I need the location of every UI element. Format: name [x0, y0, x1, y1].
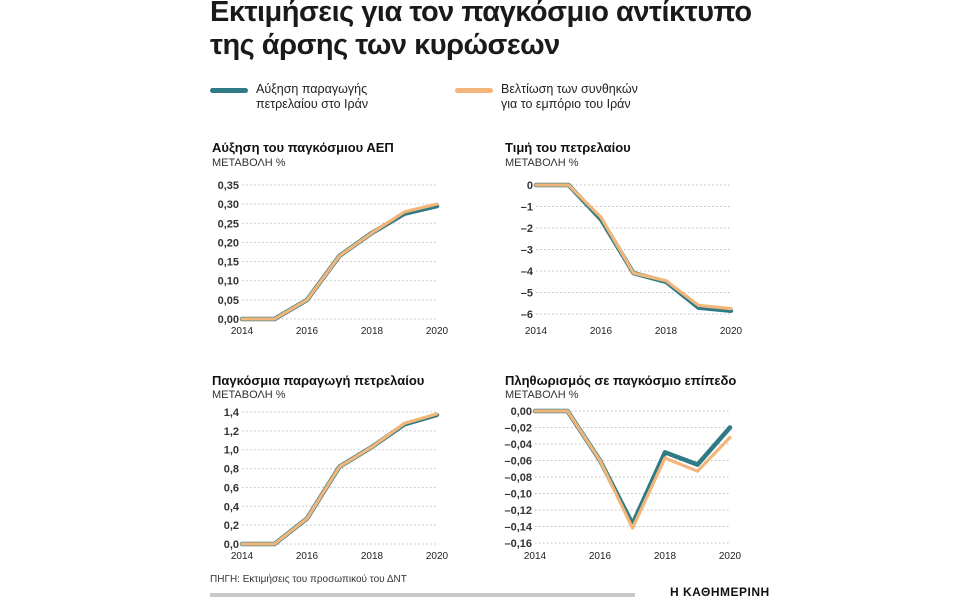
y-tick-label: 1,2: [224, 426, 239, 438]
x-tick-label: 2016: [296, 326, 319, 337]
y-tick-label: –0,10: [504, 489, 532, 501]
y-tick-label: 0,6: [224, 482, 239, 494]
y-tick-label: 1,4: [224, 407, 240, 419]
panel-oil-production-title: Παγκόσμια παραγωγή πετρελαίου: [212, 373, 425, 388]
title-line-1: Εκτιμήσεις για τον παγκόσμιο αντίκτυπο: [210, 0, 752, 28]
x-tick-label: 2018: [361, 551, 384, 562]
source-note: ΠΗΓΗ: Εκτιμήσεις του προσωπικού του ΔΝΤ: [210, 574, 407, 585]
legend-swatch-series-a: [210, 88, 248, 93]
y-tick-label: 0,20: [218, 237, 239, 249]
y-tick-label: –4: [521, 266, 534, 278]
footer-divider: [210, 593, 635, 597]
x-tick-label: 2018: [655, 326, 678, 337]
legend-entry-oil-production: Αύξηση παραγωγής πετρελαίου στο Ιράν: [210, 82, 368, 112]
y-tick-label: 0,00: [218, 314, 239, 326]
series-line-oil-production: [239, 412, 440, 547]
x-tick-label: 2016: [589, 551, 612, 562]
panel-inflation-title: Πληθωρισμός σε παγκόσμιο επίπεδο: [505, 373, 737, 388]
legend-b-line-2: για το εμπόριο του Ιράν: [501, 97, 631, 111]
x-tick-label: 2014: [524, 551, 547, 562]
x-tick-label: 2016: [590, 326, 613, 337]
x-tick-label: 2020: [426, 551, 449, 562]
y-tick-label: 0,0: [224, 539, 239, 551]
x-tick-label: 2016: [296, 551, 319, 562]
y-tick-label: 0,8: [224, 464, 239, 476]
y-tick-label: 0,10: [218, 276, 239, 288]
legend-label-series-a: Αύξηση παραγωγής πετρελαίου στο Ιράν: [256, 82, 368, 112]
x-tick-label: 2014: [231, 551, 254, 562]
y-tick-label: 0,4: [224, 501, 240, 513]
series-line-trade-conditions: [533, 409, 732, 530]
panel-oil-price-unit: ΜΕΤΑΒΟΛΗ %: [505, 157, 579, 169]
y-tick-label: –0,14: [504, 522, 532, 534]
x-tick-label: 2018: [654, 551, 677, 562]
y-tick-label: 0,25: [218, 218, 239, 230]
legend-swatch-series-b: [455, 88, 493, 93]
panel-oil-production-unit: ΜΕΤΑΒΟΛΗ %: [212, 389, 286, 401]
infographic-title: Εκτιμήσεις για τον παγκόσμιο αντίκτυπο τ…: [210, 0, 770, 62]
y-tick-label: –0,04: [504, 439, 532, 451]
series-line-trade-conditions: [240, 202, 439, 321]
y-tick-label: –6: [521, 309, 533, 321]
y-tick-label: 0,30: [218, 199, 239, 211]
y-tick-label: 0,00: [511, 406, 532, 418]
series-line-oil-production: [533, 182, 734, 314]
panel-inflation-unit: ΜΕΤΑΒΟΛΗ %: [505, 389, 579, 401]
x-tick-label: 2020: [426, 326, 449, 337]
chart-oil-price: 0 –1 –2 –3 –4 –5 –6 2014 2016 2018 2020: [521, 180, 743, 337]
panel-oil-price-title: Τιμή του πετρελαίου: [505, 140, 631, 155]
y-tick-label: –0,16: [504, 538, 532, 550]
publisher-logo: Η ΚΑΘΗΜΕΡΙΝΗ: [670, 585, 770, 599]
x-tick-label: 2014: [525, 326, 548, 337]
y-tick-label: 0,15: [218, 257, 239, 269]
legend-a-line-2: πετρελαίου στο Ιράν: [256, 97, 369, 111]
series-line-trade-conditions: [240, 412, 439, 546]
x-tick-label: 2020: [720, 326, 743, 337]
chart-inflation: 0,00 –0,02 –0,04 –0,06 –0,08 –0,10 –0,12 –0,14 –…: [504, 406, 742, 562]
y-tick-label: 1,0: [224, 445, 239, 457]
title-line-2: της άρσης των κυρώσεων: [210, 29, 560, 61]
y-tick-label: –0,08: [504, 472, 532, 484]
x-tick-label: 2014: [231, 326, 254, 337]
x-tick-label: 2018: [361, 326, 384, 337]
y-tick-label: –0,06: [504, 456, 532, 468]
y-tick-label: 0,05: [218, 295, 239, 307]
y-tick-label: –5: [521, 288, 533, 300]
y-tick-label: –0,12: [504, 505, 532, 517]
series-line-trade-conditions: [534, 183, 733, 311]
y-tick-label: 0: [527, 180, 533, 192]
y-tick-label: –3: [521, 245, 533, 257]
panel-gdp-unit: ΜΕΤΑΒΟΛΗ %: [212, 157, 286, 169]
legend-entry-trade-conditions: Βελτίωση των συνθηκών για το εμπόριο του…: [455, 82, 638, 112]
panel-gdp-title: Αύξηση του παγκόσμιου ΑΕΠ: [212, 140, 394, 155]
legend-b-line-1: Βελτίωση των συνθηκών: [501, 82, 638, 96]
legend-label-series-b: Βελτίωση των συνθηκών για το εμπόριο του…: [501, 82, 638, 112]
x-tick-label: 2020: [719, 551, 742, 562]
y-tick-label: –1: [521, 202, 533, 214]
y-tick-label: 0,2: [224, 520, 239, 532]
legend-a-line-1: Αύξηση παραγωγής: [256, 82, 368, 96]
y-tick-label: –0,02: [504, 423, 532, 435]
y-tick-label: –2: [521, 223, 533, 235]
y-tick-label: 0,35: [218, 180, 239, 192]
